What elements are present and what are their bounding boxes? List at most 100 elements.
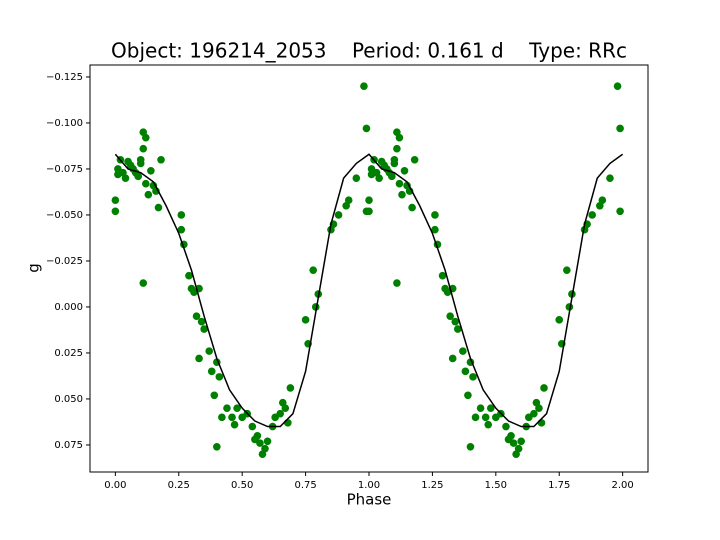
- data-point: [334, 211, 343, 219]
- data-point: [448, 354, 457, 363]
- data-point: [284, 419, 292, 427]
- y-tick-label: 0.000: [54, 302, 83, 313]
- data-point: [309, 266, 318, 274]
- data-point: [177, 225, 186, 234]
- data-point: [286, 384, 295, 392]
- data-point: [375, 174, 383, 182]
- y-tick-label: 0.075: [54, 440, 83, 451]
- data-point: [121, 174, 130, 182]
- data-point: [111, 196, 120, 205]
- data-point: [230, 420, 239, 429]
- data-point: [134, 172, 142, 181]
- data-point: [205, 347, 214, 355]
- data-point: [228, 413, 236, 422]
- data-point: [362, 124, 371, 133]
- data-point: [281, 404, 290, 412]
- data-point: [301, 316, 310, 324]
- x-tick-label: 0.75: [294, 480, 316, 491]
- data-point: [530, 409, 538, 418]
- data-point: [253, 431, 262, 440]
- data-point: [210, 391, 219, 400]
- data-point: [388, 172, 396, 181]
- y-tick-label: 0.025: [54, 348, 83, 359]
- data-point: [431, 225, 439, 234]
- x-tick-label: 0.00: [104, 480, 126, 491]
- data-point: [616, 124, 624, 133]
- y-tick-label: −0.075: [46, 164, 83, 175]
- data-point: [451, 317, 460, 326]
- data-point: [111, 207, 120, 216]
- x-tick-label: 1.25: [421, 480, 443, 491]
- data-point: [395, 133, 404, 142]
- data-point: [157, 155, 165, 164]
- y-tick-label: −0.050: [46, 210, 83, 221]
- data-point: [606, 174, 614, 182]
- data-point: [395, 179, 404, 188]
- data-point: [481, 413, 490, 422]
- y-tick-label: 0.050: [54, 394, 83, 405]
- data-point: [223, 404, 231, 412]
- data-point: [453, 325, 462, 333]
- x-tick-label: 0.25: [168, 480, 190, 491]
- data-point: [185, 271, 193, 280]
- data-point: [147, 166, 155, 175]
- data-point: [535, 404, 543, 412]
- data-point: [400, 166, 409, 175]
- data-point: [537, 419, 546, 427]
- data-point: [484, 420, 493, 429]
- x-tick-label: 0.50: [231, 480, 253, 491]
- data-point: [195, 354, 203, 363]
- y-axis-label: g: [25, 263, 43, 273]
- data-point: [616, 207, 624, 216]
- data-point: [517, 437, 525, 446]
- data-point: [390, 155, 399, 164]
- data-point: [365, 207, 373, 216]
- data-point: [613, 82, 622, 90]
- data-point: [446, 312, 454, 320]
- data-point: [438, 271, 447, 280]
- data-point: [410, 155, 419, 164]
- data-point: [466, 442, 475, 451]
- data-point: [276, 409, 285, 418]
- x-axis-label: Phase: [347, 491, 392, 509]
- data-point: [393, 279, 401, 287]
- data-point: [360, 82, 368, 90]
- data-point: [365, 196, 373, 205]
- data-point: [476, 404, 485, 412]
- data-point: [136, 155, 145, 164]
- x-tick-label: 2.00: [612, 480, 634, 491]
- data-point: [139, 144, 148, 153]
- data-point: [344, 196, 353, 205]
- x-tick-label: 1.50: [485, 480, 507, 491]
- data-point: [507, 431, 515, 440]
- data-point: [588, 211, 596, 219]
- data-point: [393, 144, 401, 153]
- data-point: [248, 422, 257, 431]
- data-point: [431, 211, 439, 219]
- data-point: [154, 203, 163, 212]
- data-point: [261, 444, 269, 453]
- data-point: [177, 211, 186, 219]
- data-point: [207, 367, 216, 376]
- x-tick-label: 1.00: [358, 480, 380, 491]
- y-tick-label: −0.125: [46, 72, 83, 83]
- data-point: [352, 174, 361, 182]
- data-point: [471, 413, 480, 422]
- x-tick-label: 1.75: [548, 480, 570, 491]
- data-point: [509, 439, 518, 447]
- data-point: [459, 347, 467, 355]
- data-point: [263, 437, 272, 446]
- data-point: [408, 203, 416, 212]
- data-point: [192, 312, 201, 320]
- model-line: [114, 153, 624, 428]
- data-point: [555, 316, 564, 324]
- data-point: [464, 391, 472, 400]
- data-point: [398, 190, 406, 199]
- data-point: [563, 266, 571, 274]
- data-point: [213, 442, 221, 451]
- data-point: [142, 179, 150, 188]
- data-point: [139, 279, 148, 287]
